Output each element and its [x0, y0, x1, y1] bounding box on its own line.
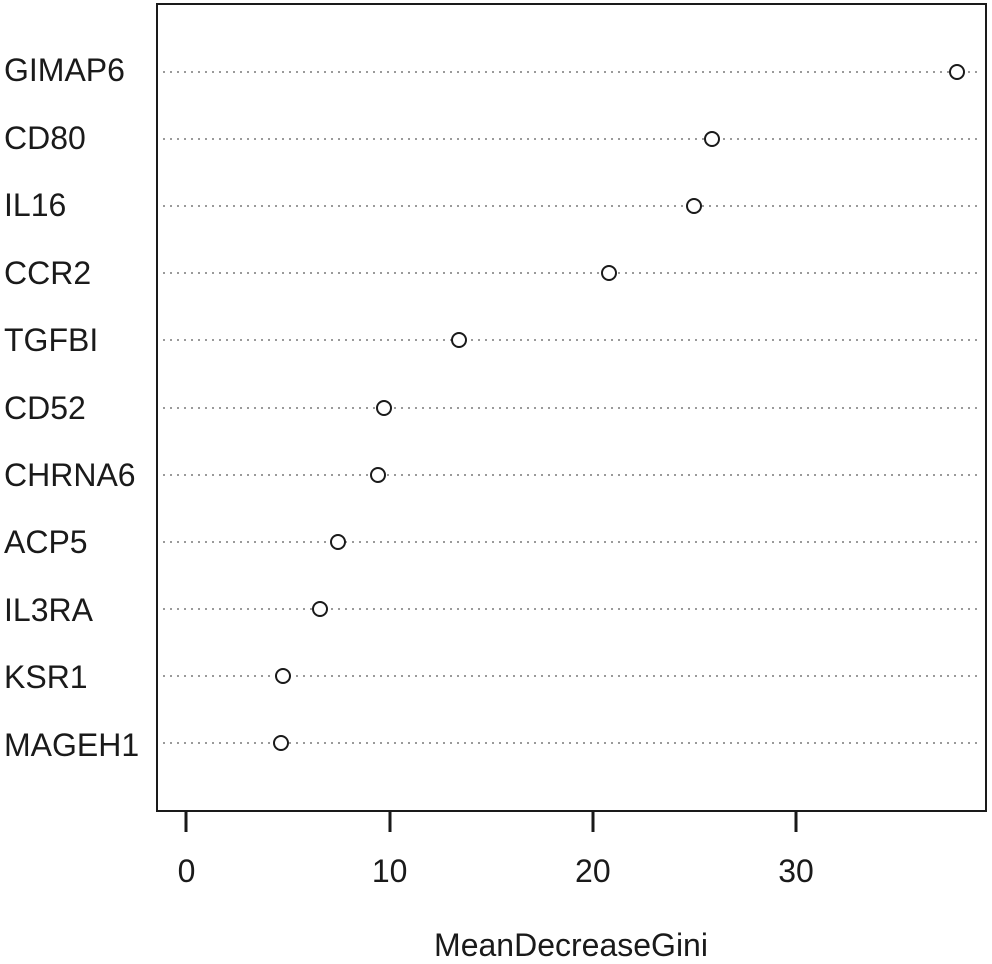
gridline [163, 406, 982, 409]
x-tick-label: 10 [371, 853, 408, 889]
gridline [163, 71, 982, 74]
x-tick-mark [184, 812, 188, 832]
gridline [163, 205, 982, 208]
category-label: IL16 [4, 187, 67, 224]
x-tick-label: 30 [778, 853, 814, 889]
data-point [685, 198, 702, 215]
x-tick-mark [591, 812, 595, 832]
x-axis: 0 10 20 30 [156, 812, 987, 902]
category-label: IL3RA [4, 591, 93, 628]
data-point [311, 600, 328, 617]
data-point [329, 533, 346, 550]
x-axis-title: MeanDecreaseGini [434, 927, 708, 963]
plot-area [156, 3, 987, 812]
gridline [163, 339, 982, 342]
gridline [163, 674, 982, 677]
category-label: MAGEH1 [4, 726, 140, 763]
category-label: CD80 [4, 119, 86, 156]
x-tick-label: 20 [575, 853, 611, 889]
category-label: GIMAP6 [4, 52, 125, 89]
category-labels-column: GIMAP6 CD80 IL16 CCR2 TGFBI CD52 CHRNA6 ACP5 IL3… [0, 3, 156, 812]
category-label: CCR2 [4, 254, 92, 291]
gridline [163, 741, 982, 744]
data-point [376, 399, 393, 416]
x-tick-label: 0 [177, 853, 196, 889]
data-point [948, 64, 965, 81]
gridline [163, 473, 982, 476]
data-point [451, 332, 468, 349]
x-tick-mark [794, 812, 798, 832]
data-point [704, 131, 721, 148]
data-point [273, 734, 290, 751]
data-point [600, 265, 617, 282]
category-label: ACP5 [4, 524, 88, 561]
data-point [370, 466, 387, 483]
category-label: KSR1 [4, 659, 88, 696]
gridline [163, 607, 982, 610]
x-tick-mark [388, 812, 392, 832]
gridline [163, 540, 982, 543]
data-point [275, 667, 292, 684]
gridline [163, 272, 982, 275]
category-label: CHRNA6 [4, 456, 136, 493]
gridline [163, 138, 982, 141]
category-label: CD52 [4, 389, 86, 426]
category-label: TGFBI [4, 322, 99, 359]
